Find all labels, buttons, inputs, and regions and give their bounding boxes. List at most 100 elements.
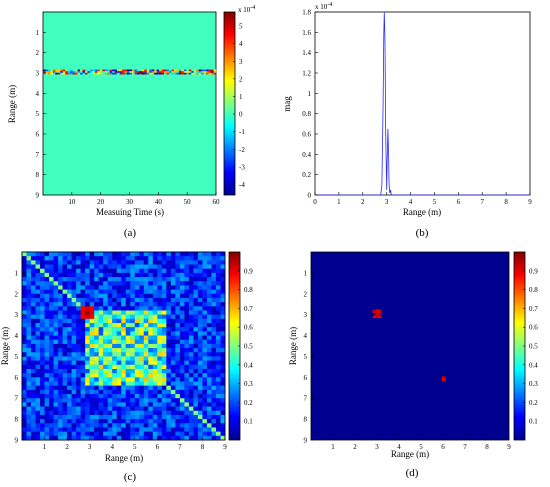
- panel-c-cell: [143, 252, 149, 257]
- panel-a-band-cell: [208, 72, 212, 75]
- panel-c-cell: [125, 385, 131, 391]
- panel-a-band-cell: [107, 71, 110, 73]
- panel-c-cell: [26, 318, 32, 324]
- panel-c-cell: [49, 389, 54, 395]
- panel-c-cell: [94, 277, 99, 282]
- panel-c-cell: [35, 323, 41, 328]
- panel-c-cell: [71, 402, 77, 407]
- panel-c-cell: [184, 385, 190, 391]
- panel-c-cell: [220, 335, 226, 340]
- panel-c-cell: [161, 364, 167, 370]
- panel-c-cell: [161, 272, 167, 278]
- panel-c-cell: [85, 343, 90, 349]
- panel-c-cell: [193, 385, 199, 391]
- panel-c-cell: [35, 356, 41, 361]
- panel-c-cell: [40, 368, 45, 374]
- panel-c-cell: [197, 289, 203, 294]
- panel-c-cell: [170, 256, 176, 261]
- panel-c-cell: [206, 318, 212, 324]
- panel-a-band-cell: [173, 69, 177, 72]
- panel-c-cell: [125, 272, 131, 278]
- panel-c-cell: [193, 285, 199, 290]
- panel-c-cell: [215, 277, 221, 282]
- panel-c-cell: [188, 360, 194, 365]
- panel-d-cell: [377, 316, 380, 318]
- panel-c-cell: [206, 385, 212, 391]
- panel-c-cell: [121, 377, 126, 382]
- panel-a-colorbar: [223, 11, 236, 196]
- panel-c-cell: [44, 314, 50, 319]
- panel-c-cell: [94, 281, 99, 286]
- panel-c-cell: [148, 414, 153, 420]
- panel-a-band-cell: [188, 69, 192, 72]
- panel-c-cell: [202, 385, 208, 391]
- panel-c-caption: (c): [124, 471, 137, 483]
- panel-a-band-cell: [131, 71, 135, 73]
- panel-c-cell: [152, 419, 158, 424]
- panel-c-cell: [170, 318, 176, 324]
- panel-c-cell: [98, 323, 104, 328]
- panel-c-colorbar-ticks: 0.90.80.70.60.50.40.30.20.1: [238, 267, 253, 426]
- panel-c-cell: [139, 318, 144, 324]
- panel-c-cell: [58, 289, 63, 294]
- panel-c-cell: [139, 394, 144, 399]
- panel-c-cell: [206, 389, 212, 395]
- panel-c-cell: [125, 414, 131, 420]
- panel-c-cell: [26, 352, 32, 357]
- panel-c-cell: [220, 268, 226, 274]
- panel-c-cell: [139, 331, 144, 336]
- panel-c-cell: [148, 410, 153, 416]
- panel-c-cell: [98, 302, 104, 307]
- panel-c-cell: [161, 377, 167, 382]
- panel-c-cell: [67, 364, 72, 370]
- panel-c-cell: [202, 381, 208, 386]
- panel-c-cell: [53, 368, 59, 374]
- panel-c-cell: [134, 398, 140, 403]
- panel-c-cell: [157, 381, 162, 386]
- panel-a-band-cell: [114, 69, 118, 72]
- panel-c-cell: [157, 331, 162, 336]
- panel-c-cell: [116, 356, 122, 361]
- panel-c-cell: [40, 398, 45, 403]
- panel-a-band-cell: [139, 69, 143, 72]
- panel-c-cell: [125, 423, 131, 428]
- panel-c-cell: [125, 327, 131, 332]
- panel-a-colorbar-tick-label: -4: [239, 181, 245, 189]
- panel-c-cell: [112, 293, 117, 299]
- panel-c-cell: [202, 364, 208, 370]
- panel-c-cell: [62, 306, 68, 311]
- panel-c-cell: [35, 256, 41, 261]
- panel-d-colorbar-tick-label: 0.6: [529, 324, 538, 332]
- panel-a-plot-area: [42, 11, 217, 196]
- panel-c-cell: [58, 423, 63, 428]
- panel-c-cell: [94, 343, 99, 349]
- panel-a-band-cell: [57, 69, 61, 72]
- panel-c-cell: [139, 289, 144, 294]
- panel-c-cell: [58, 268, 63, 274]
- panel-c-cell: [71, 323, 77, 328]
- panel-d-cell: [377, 312, 380, 315]
- panel-c-cell: [179, 289, 185, 294]
- panel-c-cell: [202, 373, 208, 378]
- panel-c-cell: [206, 331, 212, 336]
- panel-c-cell: [62, 339, 68, 345]
- panel-c-cell: [49, 264, 54, 269]
- panel-b-x-tick-label: 1: [337, 198, 341, 206]
- panel-c-cell: [197, 277, 203, 282]
- panel-a-y-tick-label: 8: [36, 171, 40, 179]
- panel-c-cell: [112, 373, 117, 378]
- panel-c-cell: [211, 293, 217, 299]
- panel-c-cell: [116, 289, 122, 294]
- panel-c-cell: [134, 289, 140, 294]
- panel-c-cell: [22, 343, 27, 349]
- panel-c-cell: [26, 252, 32, 257]
- panel-c-cell: [184, 281, 190, 286]
- panel-c-cell: [107, 272, 113, 278]
- panel-c-cell: [202, 277, 208, 282]
- panel-c-colorbar-tick-label: 0.9: [244, 267, 253, 275]
- panel-c-cell: [67, 302, 72, 307]
- panel-c-cell: [58, 410, 63, 416]
- panel-c-cell: [197, 256, 203, 261]
- panel-a-band-cell: [134, 69, 138, 72]
